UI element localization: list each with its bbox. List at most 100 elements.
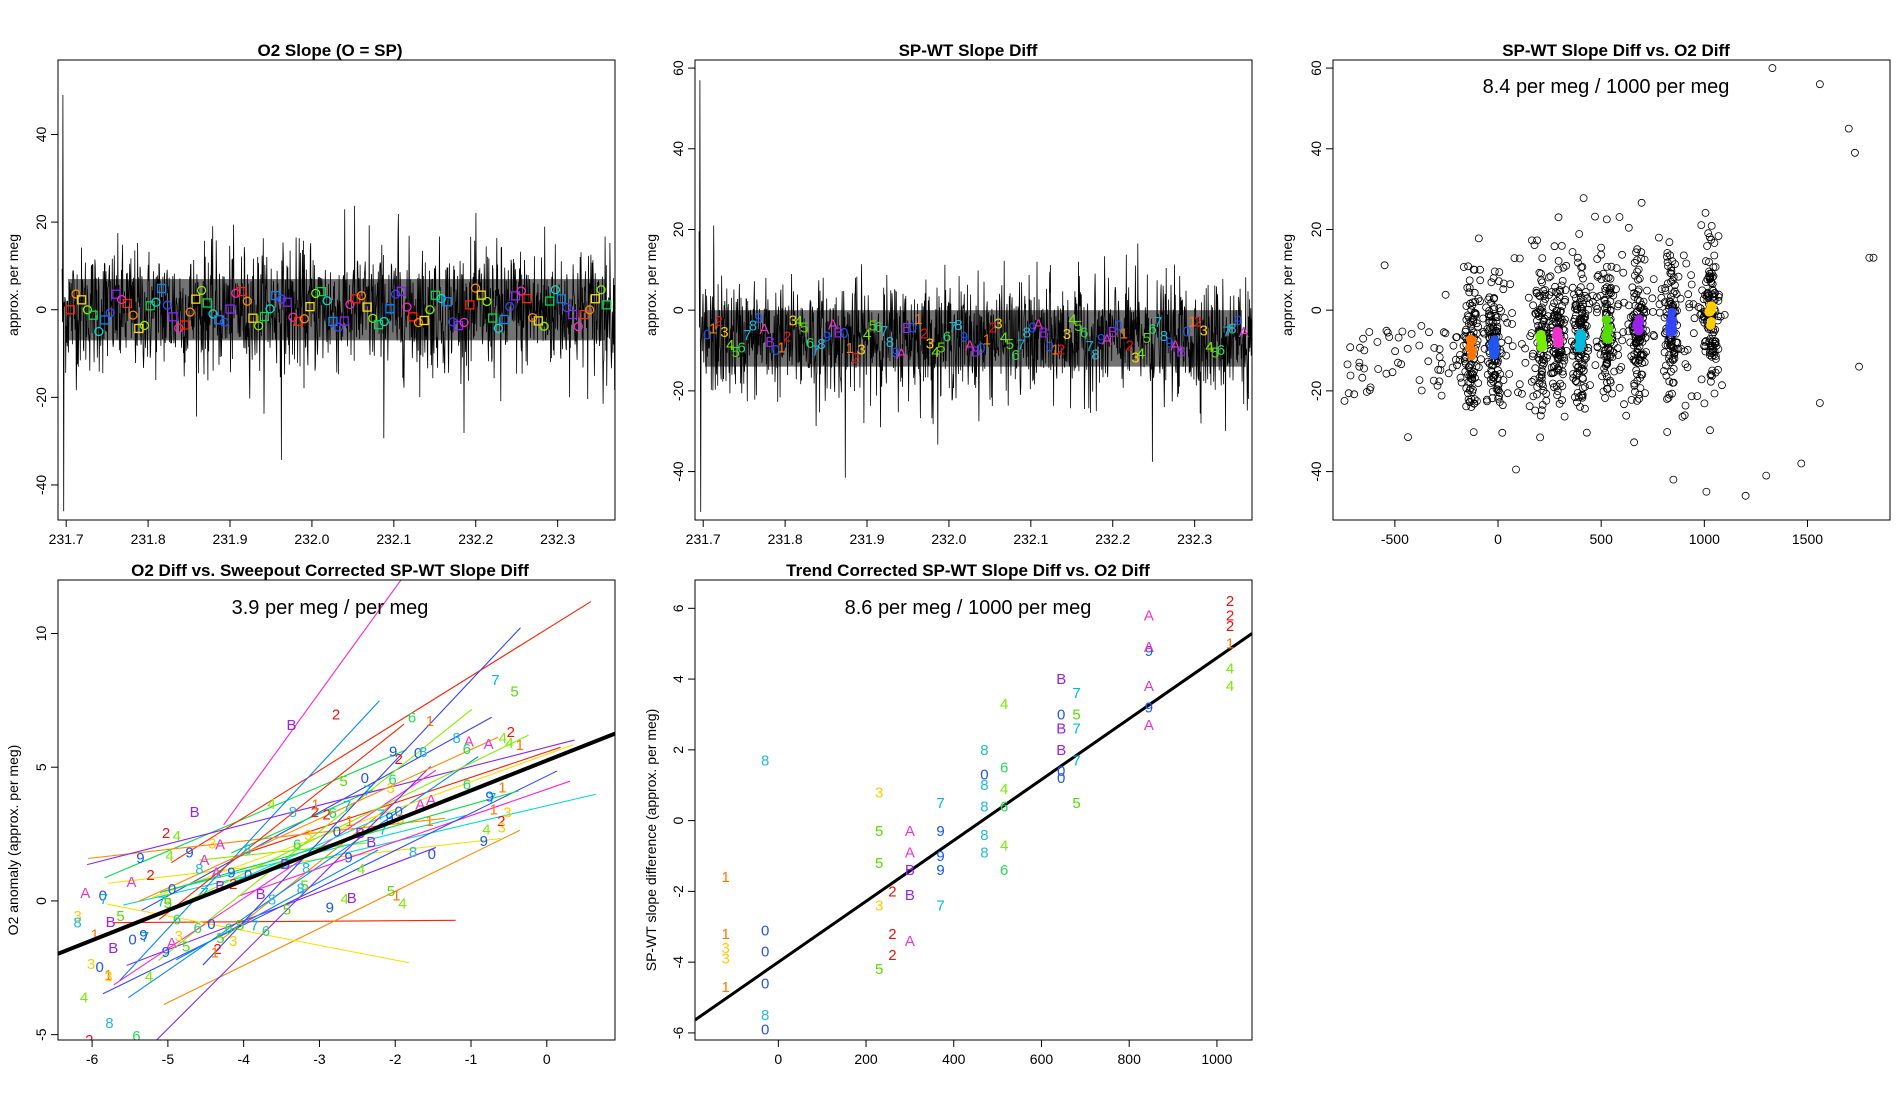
data-point: [1569, 374, 1578, 382]
data-point: [1527, 377, 1536, 386]
data-point: [1417, 321, 1426, 330]
data-point: [1529, 349, 1537, 358]
cylinder-code-label: 5: [510, 684, 518, 701]
data-point: [1607, 283, 1615, 292]
data-point: [1560, 412, 1569, 421]
data-point: [1584, 305, 1593, 314]
cylinder-code-label: 0: [840, 325, 848, 342]
data-point: [1639, 297, 1648, 306]
cluster-marker: [1604, 334, 1614, 344]
cylinder-marker: [408, 312, 418, 322]
y-tick-label: 0: [670, 817, 686, 825]
data-point: [1524, 293, 1533, 302]
data-point-label: 3: [722, 951, 730, 968]
data-point: [1631, 301, 1640, 310]
data-point: [1578, 373, 1587, 382]
data-point: [1709, 286, 1718, 295]
cylinder-marker: [225, 304, 235, 314]
cylinder-code-label: A: [484, 736, 494, 753]
data-point: [1681, 401, 1690, 410]
cylinder-code-label: B: [190, 804, 200, 821]
cylinder-marker: [596, 285, 606, 295]
cylinder-marker: [425, 305, 435, 315]
cylinder-code-label: 9: [1234, 312, 1242, 329]
data-point: [1562, 261, 1571, 270]
data-point: [1567, 337, 1576, 346]
data-point: [1599, 269, 1608, 278]
data-point: [1530, 241, 1539, 250]
data-point: [1550, 242, 1559, 251]
data-point: [1474, 379, 1483, 388]
data-point: [1581, 404, 1589, 413]
cylinder-code-label: 6: [806, 335, 814, 352]
cylinder-code-label: 9: [162, 944, 170, 961]
data-point: [1586, 282, 1595, 291]
cylinder-code-label: 6: [262, 923, 270, 940]
data-point: [1683, 345, 1692, 354]
data-point: [1593, 255, 1602, 263]
cylinder-marker: [328, 316, 338, 327]
data-point: [1678, 412, 1687, 421]
data-point: [1533, 390, 1541, 399]
panel-title: SP-WT Slope Diff: [899, 41, 1038, 60]
data-point-label: 5: [1072, 795, 1080, 812]
cylinder-marker: [299, 314, 309, 324]
data-point: [1455, 356, 1464, 364]
y-tick-label: -20: [33, 387, 49, 407]
y-axis-label: O2 anomaly (approx. per meg): [5, 745, 21, 936]
cylinder-code-label: 2: [146, 867, 154, 884]
cylinder-code-label: 7: [488, 790, 496, 807]
data-point: [1441, 290, 1450, 299]
cylinder-code-label: 7: [379, 821, 387, 838]
data-point-label: 2: [1226, 618, 1234, 635]
cylinder-code-label: 9: [754, 310, 762, 327]
x-tick-label: 232.3: [540, 531, 575, 547]
cylinder-code-label: 6: [173, 911, 181, 928]
data-point: [1558, 302, 1566, 311]
cylinder-code-label: 8: [1023, 324, 1031, 341]
data-point: [1707, 377, 1715, 386]
panel-title: SP-WT Slope Diff vs. O2 Diff: [1502, 41, 1730, 60]
data-point: [1549, 362, 1558, 371]
cylinder-line: [223, 580, 402, 826]
cylinder-line: [202, 627, 521, 966]
cluster-marker: [1555, 335, 1565, 345]
data-point: [1582, 428, 1591, 437]
cylinder-code-label: 1: [914, 311, 922, 328]
data-point: [1469, 367, 1478, 376]
cylinder-code-label: 7: [1017, 337, 1025, 354]
cylinder-marker: [316, 286, 327, 297]
data-point: [1538, 361, 1547, 370]
data-point: [1499, 285, 1508, 294]
data-point: [1554, 256, 1563, 265]
cylinder-code-label: 8: [409, 844, 417, 861]
data-point: [1467, 305, 1476, 314]
data-point: [1533, 236, 1541, 245]
data-point: [1479, 314, 1488, 323]
cylinder-code-label: 4: [863, 326, 871, 343]
data-point: [1666, 269, 1675, 277]
data-point: [1636, 384, 1645, 393]
cylinder-code-label: 7: [1154, 314, 1162, 331]
data-point: [1664, 393, 1673, 402]
cylinder-code-label: 5: [1211, 345, 1219, 362]
data-point: [1711, 325, 1720, 334]
data-point: [1482, 303, 1490, 312]
data-point: [1355, 362, 1364, 371]
data-point: [1665, 296, 1674, 305]
cylinder-code-label: 4: [340, 891, 348, 908]
data-point: [1374, 365, 1383, 373]
data-point: [1548, 369, 1557, 378]
cylinder-code-label: A: [127, 874, 137, 891]
data-point: [1635, 274, 1644, 283]
data-point: [1708, 352, 1716, 361]
data-point: [1632, 337, 1641, 346]
data-point: [1687, 280, 1696, 289]
cylinder-code-label: 4: [482, 822, 490, 839]
data-point: [1552, 382, 1561, 391]
data-point: [1575, 393, 1583, 402]
x-tick-label: 231.7: [686, 531, 721, 547]
data-point: [1593, 293, 1601, 302]
cylinder-code-label: 5: [732, 344, 740, 361]
data-point: [1469, 428, 1478, 437]
